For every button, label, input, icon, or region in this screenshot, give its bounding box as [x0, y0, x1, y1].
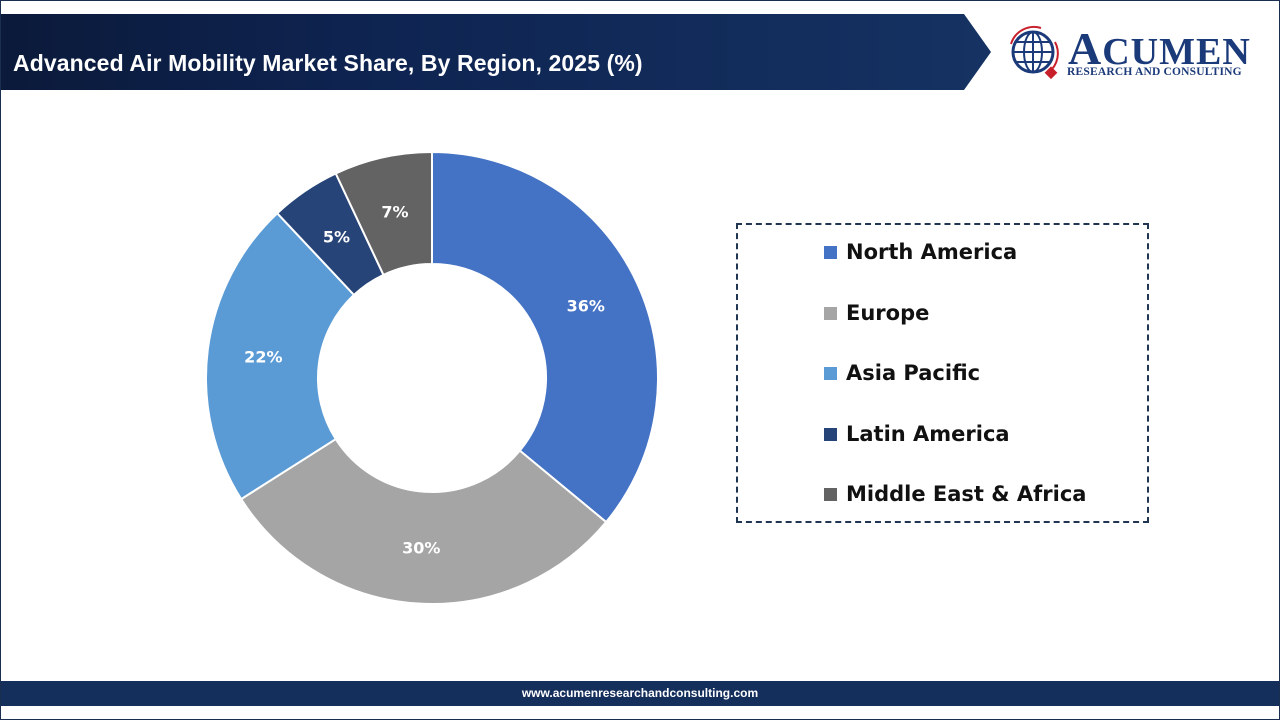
globe-icon: [1010, 25, 1059, 80]
legend-item-europe: Europe: [824, 301, 929, 325]
banner-arrow-shape: [1, 14, 991, 90]
footer-url-bar: www.acumenresearchandconsulting.com: [1, 681, 1279, 706]
slice-value-label: 30%: [402, 538, 441, 558]
legend-item-middle-east-africa: Middle East & Africa: [824, 482, 1086, 506]
legend-swatch: [824, 427, 837, 441]
title-banner: Advanced Air Mobility Market Share, By R…: [1, 14, 991, 90]
donut-slice-asia-pacific: [205, 211, 356, 501]
slice-value-label: 5%: [322, 227, 351, 247]
slice-value-label: 22%: [244, 347, 283, 367]
legend-swatch: [824, 245, 837, 259]
donut-svg: [205, 150, 659, 605]
legend-item-latin-america: Latin America: [824, 422, 1010, 446]
chart-legend: North America Europe Asia Pacific Latin …: [736, 223, 1149, 523]
donut-slice-north-america: [431, 150, 659, 524]
logo-subtitle: RESEARCH AND CONSULTING: [1067, 66, 1242, 78]
company-logo: ACUMEN RESEARCH AND CONSULTING: [1005, 22, 1265, 84]
legend-swatch: [824, 306, 837, 320]
legend-item-north-america: North America: [824, 240, 1017, 264]
donut-slice-middle-east-africa: [334, 150, 433, 277]
legend-item-asia-pacific: Asia Pacific: [824, 361, 980, 385]
logo-wordmark: ACUMEN: [1068, 23, 1251, 74]
slice-value-label: 36%: [566, 296, 605, 316]
page-title: Advanced Air Mobility Market Share, By R…: [13, 50, 643, 76]
donut-chart: 36% 30% 22% 5% 7%: [200, 145, 670, 620]
slice-value-label: 7%: [381, 202, 409, 222]
legend-swatch: [824, 366, 837, 380]
legend-swatch: [824, 487, 837, 501]
donut-slice-europe: [239, 437, 608, 605]
